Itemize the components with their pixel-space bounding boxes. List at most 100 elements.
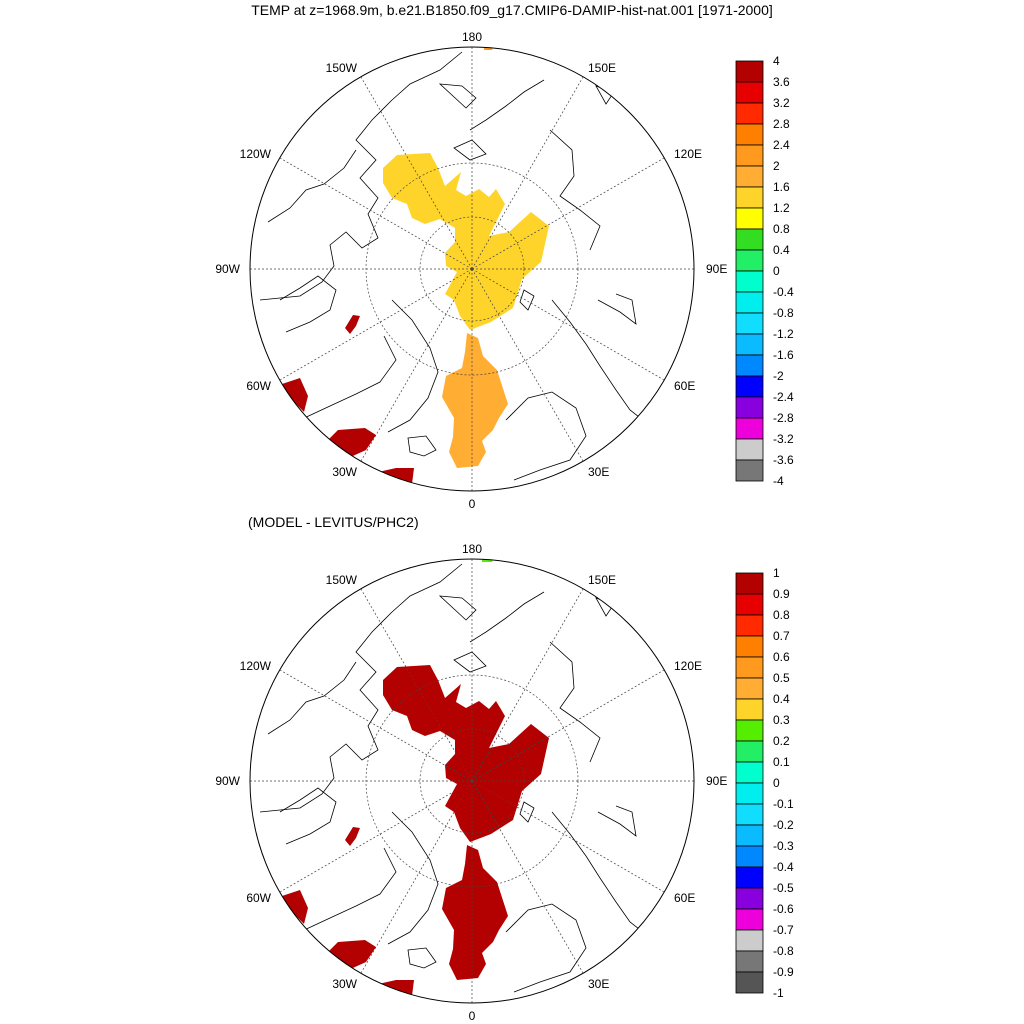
figure-title: TEMP at z=1968.9m, b.e21.B1850.f09_g17.C…: [251, 2, 773, 18]
coastlines: [259, 51, 657, 481]
colorbar-label: 0.2: [773, 734, 790, 748]
lon-label: 150W: [326, 573, 358, 587]
colorbar-label: -0.1: [773, 797, 794, 811]
colorbar-box: [735, 396, 764, 419]
colorbar-label: -4: [773, 474, 784, 488]
lon-label: 150W: [326, 61, 358, 75]
colorbar-box: [735, 908, 764, 931]
colorbar-box: [735, 950, 764, 973]
colorbar-box: [735, 803, 764, 826]
lon-label: 60E: [674, 891, 695, 905]
colorbar-label: 0.8: [773, 608, 790, 622]
map-panel-2: 180 150E 120E 90E 60E 30E 0 30W 60W 90W …: [215, 542, 794, 1023]
colorbar-label: -0.8: [773, 944, 794, 958]
map-panel-1: 180 150E 120E 90E 60E 30E 0 30W 60W 90W …: [215, 30, 794, 511]
colorbar-label: 0: [773, 264, 780, 278]
colorbar-label: -2.8: [773, 411, 794, 425]
lon-label: 120W: [240, 147, 272, 161]
colorbar-label: -1.6: [773, 348, 794, 362]
lon-label: 60W: [246, 379, 271, 393]
lon-label: 90W: [215, 262, 240, 276]
colorbar-label: 0.9: [773, 587, 790, 601]
colorbar-box: [735, 719, 764, 742]
colorbar-label: 1: [773, 566, 780, 580]
colorbar: 1 0.9 0.8 0.7 0.6 0.5 0.4 0.3 0.2 0.1 0 -0.1 -0.2 -0.…: [735, 566, 794, 1000]
colorbar-box: [735, 291, 764, 314]
colorbar-label: 0: [773, 776, 780, 790]
colorbar-box: [735, 333, 764, 356]
colorbar-label: 3.6: [773, 75, 790, 89]
colorbar-box: [735, 459, 764, 482]
colorbar-label: 0.4: [773, 243, 790, 257]
lon-label: 0: [469, 1009, 476, 1023]
colorbar-label: 2: [773, 159, 780, 173]
colorbar-box: [735, 929, 764, 952]
colorbar-box: [735, 971, 764, 994]
colorbar-label: -0.4: [773, 285, 794, 299]
colorbar-label: -0.8: [773, 306, 794, 320]
central-arctic-anomaly-area: [383, 153, 549, 330]
colorbar-box: [735, 635, 764, 658]
nordic-seas-anomaly-area: [442, 845, 508, 980]
map-boundary: [249, 558, 695, 1004]
lon-label: 60E: [674, 379, 695, 393]
lon-label: 30W: [332, 977, 357, 991]
colorbar-label: 1.2: [773, 201, 790, 215]
colorbar-label: 4: [773, 54, 780, 68]
lon-label: 90E: [706, 774, 727, 788]
colorbar-box: [735, 866, 764, 889]
lon-label: 0: [469, 497, 476, 511]
colorbar-box: [735, 228, 764, 251]
colorbar-box: [735, 60, 764, 83]
colorbar-label: -0.7: [773, 923, 794, 937]
colorbar-label: 0.8: [773, 222, 790, 236]
iceland-basin-anomaly-area: [378, 468, 414, 484]
longitude-labels: 180 150E 120E 90E 60E 30E 0 30W 60W 90W …: [215, 542, 727, 1023]
colorbar-label: -0.9: [773, 965, 794, 979]
colorbar-box: [735, 614, 764, 637]
colorbar-box: [735, 270, 764, 293]
colorbar-label: -1.2: [773, 327, 794, 341]
colorbar-label: -3.6: [773, 453, 794, 467]
meridian-lines: [250, 559, 694, 1003]
baffin-bay-anomaly-area: [345, 827, 360, 846]
colorbar-box: [735, 102, 764, 125]
colorbar-label: 0.6: [773, 650, 790, 664]
colorbar-label: 0.5: [773, 671, 790, 685]
colorbar-label: -0.5: [773, 881, 794, 895]
colorbar-label: -1: [773, 986, 784, 1000]
central-arctic-anomaly-area: [383, 665, 549, 842]
colorbar-box: [735, 375, 764, 398]
colorbar-label: -2.4: [773, 390, 794, 404]
colorbar-box: [735, 761, 764, 784]
lon-label: 90E: [706, 262, 727, 276]
colorbar-box: [735, 824, 764, 847]
colorbar-box: [735, 186, 764, 209]
colorbar: 4 3.6 3.2 2.8 2.4 2 1.6 1.2 0.8 0.4 0 -0.4 -0.8 -1.2 -…: [735, 54, 794, 488]
colorbar-box: [735, 249, 764, 272]
colorbar-box: [735, 572, 764, 595]
colorbar-box: [735, 207, 764, 230]
colorbar-box: [735, 123, 764, 146]
meridian-lines: [250, 47, 694, 491]
lon-label: 150E: [588, 61, 616, 75]
longitude-labels: 180 150E 120E 90E 60E 30E 0 30W 60W 90W …: [215, 30, 727, 511]
labrador-sea-anomaly-area: [282, 378, 308, 412]
colorbar-label: 1.6: [773, 180, 790, 194]
colorbar-box: [735, 782, 764, 805]
colorbar-box: [735, 165, 764, 188]
lon-label: 90W: [215, 774, 240, 788]
colorbar-box: [735, 312, 764, 335]
colorbar-label: 0.4: [773, 692, 790, 706]
colorbar-box: [735, 144, 764, 167]
colorbar-label: 0.1: [773, 755, 790, 769]
colorbar-box: [735, 417, 764, 440]
lon-label: 30E: [588, 977, 609, 991]
lon-label: 120E: [674, 659, 702, 673]
colorbar-label: 0.7: [773, 629, 790, 643]
colorbar-box: [735, 81, 764, 104]
panel-subtitle: (MODEL - LEVITUS/PHC2): [248, 514, 419, 530]
lon-label: 120W: [240, 659, 272, 673]
nordic-seas-anomaly-area: [442, 333, 508, 468]
lon-label: 60W: [246, 891, 271, 905]
